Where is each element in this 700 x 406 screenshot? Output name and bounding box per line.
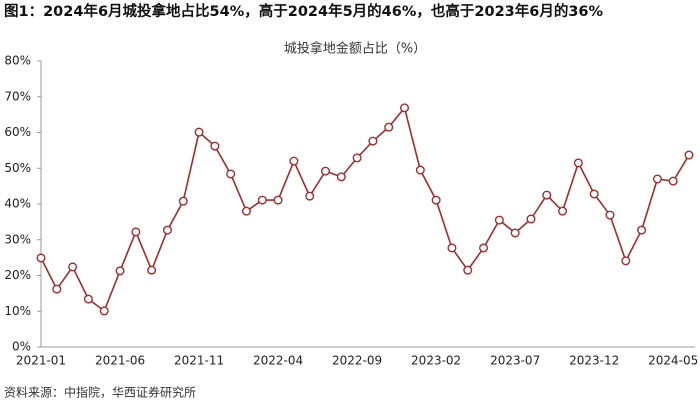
marker [415,165,425,175]
y-tick-label: 30% [4,232,31,246]
marker [479,243,489,253]
x-tick-label: 2021-06 [95,354,145,368]
marker [431,195,441,205]
marker [652,174,662,184]
source: 资料来源：中指院，华西证券研究所 [4,385,196,400]
marker [83,294,93,304]
marker [463,265,473,275]
y-tick-label: 70% [4,89,31,103]
y-tick-label: 20% [4,268,31,282]
x-tick-label: 2022-04 [253,354,303,368]
x-tick-label: 2021-11 [174,354,224,368]
line [40,106,690,313]
marker [210,141,220,151]
marker [52,284,62,294]
marker [194,127,204,137]
marker [558,206,568,216]
y-tick-label: 60% [4,125,31,139]
marker [162,225,172,235]
x-tick-label: 2022-09 [332,354,382,368]
marker [115,266,125,276]
marker [368,136,378,146]
marker [305,191,315,201]
marker [589,189,599,199]
x-tick-label: 2023-12 [569,354,619,368]
marker [621,256,631,266]
marker [336,172,346,182]
marker [289,156,299,166]
marker [36,253,46,263]
marker [542,190,552,200]
marker [273,195,283,205]
marker [510,228,520,238]
chart-title: 城投拿地金额占比（%） [284,41,426,57]
x-tick-label: 2023-02 [411,354,461,368]
marker [384,122,394,132]
marker [68,262,78,272]
y-tick-label: 10% [4,304,31,318]
y-tick-label: 40% [4,197,31,211]
marker [131,227,141,237]
marker [226,169,236,179]
marker [257,195,267,205]
y-tick-label: 50% [4,161,31,175]
marker [147,265,157,275]
marker [400,103,410,113]
marker [573,158,583,168]
caption: 图1：2024年6月城投拿地占比54%，高于2024年5月的46%，也高于202… [4,2,604,20]
marker [637,225,647,235]
marker [320,166,330,176]
marker [494,215,504,225]
x-tick-label: 2024-05 [648,354,698,368]
x-tick-label: 2021-01 [16,354,66,368]
marker [352,153,362,163]
marker [526,214,536,224]
marker [447,243,457,253]
marker [178,196,188,206]
marker [241,206,251,216]
x-tick-label: 2023-07 [490,354,540,368]
marker [684,150,694,160]
marker [99,306,109,316]
marker [668,176,678,186]
y-tick-label: 80% [4,54,31,68]
marker [605,210,615,220]
y-tick-label: 0% [12,340,31,354]
